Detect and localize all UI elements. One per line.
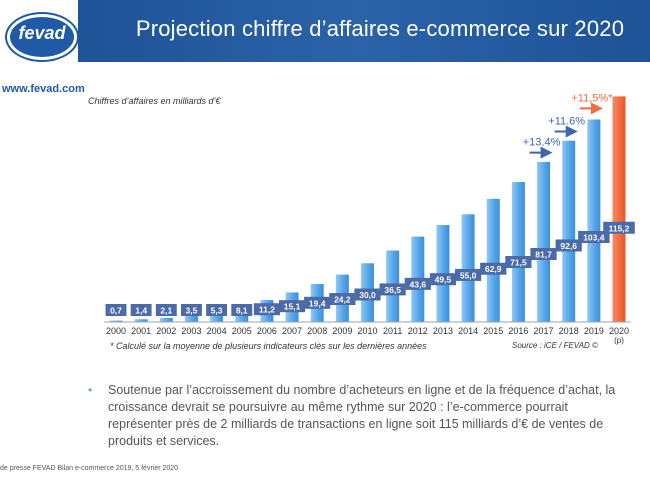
value-label-2004: 5,3 — [206, 304, 228, 316]
bar-2017 — [537, 162, 551, 322]
svg-text:92,6: 92,6 — [560, 241, 577, 251]
svg-text:71,5: 71,5 — [510, 257, 527, 267]
value-label-2003: 3,5 — [181, 304, 202, 316]
value-label-2020: 115,2 — [603, 221, 635, 234]
svg-text:24,2: 24,2 — [334, 295, 351, 305]
bar-2018 — [562, 140, 576, 322]
chart-unit-label: Chiffres d’affaires en milliards d’€ — [88, 96, 221, 106]
bar-2002 — [159, 317, 173, 322]
tick-sublabel-2020: (p) — [614, 336, 624, 345]
tick-label-2017: 2017 — [534, 326, 554, 336]
svg-text:11,2: 11,2 — [259, 305, 275, 315]
tick-label-2001: 2001 — [131, 326, 151, 336]
tick-label-2010: 2010 — [357, 326, 377, 336]
value-label-2012: 43,6 — [404, 277, 431, 290]
value-label-2002: 2,1 — [155, 304, 177, 316]
bar-2020 — [612, 96, 626, 323]
tick-label-2003: 2003 — [181, 326, 201, 336]
bullet-text: Soutenue par l’accroissement du nombre d… — [108, 383, 616, 448]
svg-text:+11.6%: +11.6% — [548, 116, 585, 128]
logo-url: www.fevad.com — [2, 83, 85, 95]
tick-label-2020: 2020 — [609, 326, 629, 336]
header-banner: Projection chiffre d’affaires e-commerce… — [0, 0, 650, 62]
tick-label-2016: 2016 — [508, 326, 528, 336]
value-label-2014: 55,0 — [455, 268, 482, 281]
tick-label-2000: 2000 — [106, 326, 126, 336]
svg-text:43,6: 43,6 — [410, 279, 427, 289]
fevad-logo: fevad — [7, 14, 77, 60]
value-label-2016: 71,5 — [505, 255, 532, 268]
svg-text:2,1: 2,1 — [160, 306, 172, 316]
value-label-2015: 62,9 — [480, 262, 507, 275]
svg-text:8,1: 8,1 — [236, 306, 248, 316]
svg-text:30,0: 30,0 — [359, 290, 376, 300]
tick-label-2015: 2015 — [483, 326, 503, 336]
svg-text:19,4: 19,4 — [309, 298, 326, 308]
bar-2000 — [109, 320, 123, 322]
svg-text:3,5: 3,5 — [186, 306, 198, 316]
tick-label-2019: 2019 — [584, 326, 604, 336]
value-label-2001: 1,4 — [130, 304, 152, 316]
chart-footnote: * Calculé sur la moyenne de plusieurs in… — [110, 341, 427, 351]
value-label-2008: 19,4 — [304, 296, 331, 309]
svg-text:55,0: 55,0 — [460, 270, 477, 280]
growth-annotation-2017: +13.4% — [523, 137, 561, 159]
growth-annotation-2019: +11,5%* — [571, 92, 613, 115]
bar-2014 — [461, 214, 475, 322]
tick-label-2012: 2012 — [408, 326, 428, 336]
svg-text:62,9: 62,9 — [485, 264, 502, 274]
value-label-2017: 81,7 — [530, 248, 557, 261]
tick-label-2008: 2008 — [307, 326, 327, 336]
value-label-2000: 0,7 — [105, 304, 127, 316]
value-label-2019: 103,4 — [578, 231, 610, 244]
svg-text:103,4: 103,4 — [583, 233, 605, 243]
tick-label-2002: 2002 — [156, 326, 176, 336]
tick-label-2014: 2014 — [458, 326, 478, 336]
bar-2003 — [184, 315, 198, 322]
page-title: Projection chiffre d’affaires e-commerce… — [135, 16, 625, 41]
tick-label-2004: 2004 — [207, 326, 227, 336]
svg-text:+13.4%: +13.4% — [523, 137, 561, 149]
chart-source: Source : iCE / FEVAD © — [512, 341, 598, 350]
tick-label-2005: 2005 — [232, 326, 252, 336]
bar-2015 — [486, 198, 500, 322]
svg-text:+11,5%*: +11,5%* — [571, 92, 613, 104]
tick-label-2013: 2013 — [433, 326, 453, 336]
tick-label-2018: 2018 — [559, 326, 579, 336]
bullet-paragraph: • Soutenue par l’accroissement du nombre… — [88, 382, 628, 450]
logo-text: fevad — [18, 23, 66, 43]
tick-label-2011: 2011 — [383, 326, 402, 336]
svg-text:36,5: 36,5 — [384, 285, 401, 295]
svg-text:81,7: 81,7 — [535, 250, 552, 260]
svg-text:1,4: 1,4 — [135, 306, 147, 316]
svg-text:115,2: 115,2 — [609, 223, 630, 233]
value-label-2010: 30,0 — [354, 288, 381, 301]
tick-label-2007: 2007 — [282, 326, 302, 336]
tick-label-2009: 2009 — [332, 326, 352, 336]
svg-text:0,7: 0,7 — [110, 306, 122, 316]
bar-2016 — [511, 181, 525, 322]
growth-annotation-2018: +11.6% — [548, 116, 585, 138]
svg-text:49,5: 49,5 — [435, 275, 452, 285]
value-label-2018: 92,6 — [555, 239, 582, 252]
bar-2019 — [587, 119, 601, 322]
value-label-2007: 15,1 — [278, 300, 306, 313]
bar-2004 — [210, 311, 224, 322]
value-label-2006: 11,2 — [253, 303, 280, 316]
bullet-icon: • — [88, 383, 93, 397]
tick-label-2006: 2006 — [257, 326, 277, 336]
value-label-2011: 36,5 — [379, 283, 406, 296]
value-label-2005: 8,1 — [231, 304, 253, 316]
logo-area: fevad www.fevad.com — [0, 0, 85, 95]
bar-2001 — [134, 319, 148, 322]
svg-text:15,1: 15,1 — [284, 302, 301, 312]
value-label-2009: 24,2 — [329, 293, 356, 306]
value-label-2013: 49,5 — [429, 273, 457, 286]
svg-text:5,3: 5,3 — [211, 306, 223, 316]
footer-text: de presse FEVAD Bilan e-commerce 2019, 5… — [0, 465, 179, 472]
